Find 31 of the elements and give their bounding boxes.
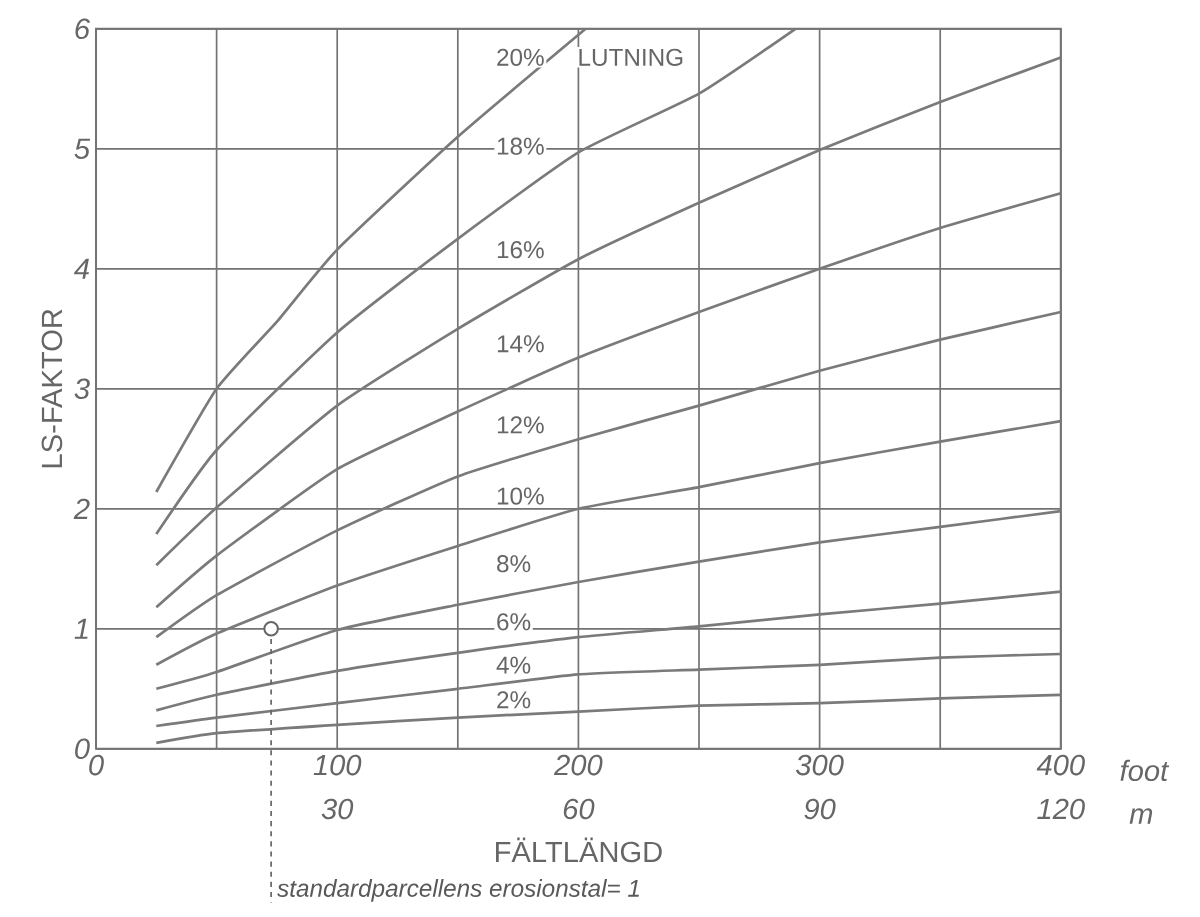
series-label: 12%: [497, 416, 544, 434]
x-axis-title: FÄLTLÄNGD: [496, 837, 662, 863]
y-tick-label: 1: [74, 618, 88, 639]
series-label: 2%: [497, 691, 531, 709]
y-tick-label: 3: [74, 378, 90, 400]
series-label: 20%: [497, 48, 544, 67]
x-tick-label: 100: [313, 754, 362, 776]
series-label: 18%: [497, 137, 544, 155]
series-label: 4%: [496, 656, 531, 674]
y-tick-label: 4: [74, 258, 89, 279]
x2-tick-label: 30: [321, 798, 354, 820]
annotation: LUTNING: [579, 48, 683, 67]
x2-axis-title: m: [1129, 808, 1153, 824]
x2-tick-label: 60: [563, 798, 595, 820]
series-label: 6%: [497, 613, 531, 631]
series-label: 10%: [497, 487, 544, 505]
y-tick-label: 2: [73, 498, 90, 520]
x-tick-label: 300: [795, 754, 844, 776]
y-tick-label: 0: [75, 738, 90, 760]
series-label: 8%: [497, 555, 531, 573]
series-label: 16%: [497, 241, 544, 259]
x2-tick-label: 120: [1037, 798, 1085, 820]
annotation: standardparcellens erosionstal= 1: [277, 879, 639, 902]
y-tick-label: 6: [75, 18, 91, 40]
y-tick-label: 5: [74, 138, 91, 160]
x-tick-label: 200: [553, 754, 603, 776]
x-tick-label: 400: [1036, 754, 1085, 776]
x2-tick-label: 90: [804, 798, 836, 820]
series-label: 14%: [497, 335, 544, 353]
text: foot: [1120, 759, 1170, 782]
y-axis-title: LS-FAKTOR: [41, 309, 63, 468]
